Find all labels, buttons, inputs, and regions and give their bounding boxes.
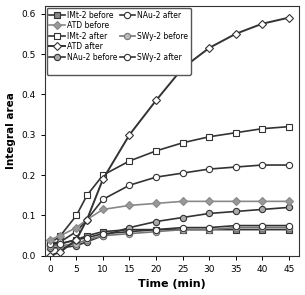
Y-axis label: Integral area: Integral area xyxy=(5,92,16,169)
Legend: IMt-2 before, ATD before, IMt-2 after, ATD after, NAu-2 before, , NAu-2 after, ,: IMt-2 before, ATD before, IMt-2 after, A… xyxy=(47,8,191,75)
X-axis label: Time (min): Time (min) xyxy=(138,279,206,289)
